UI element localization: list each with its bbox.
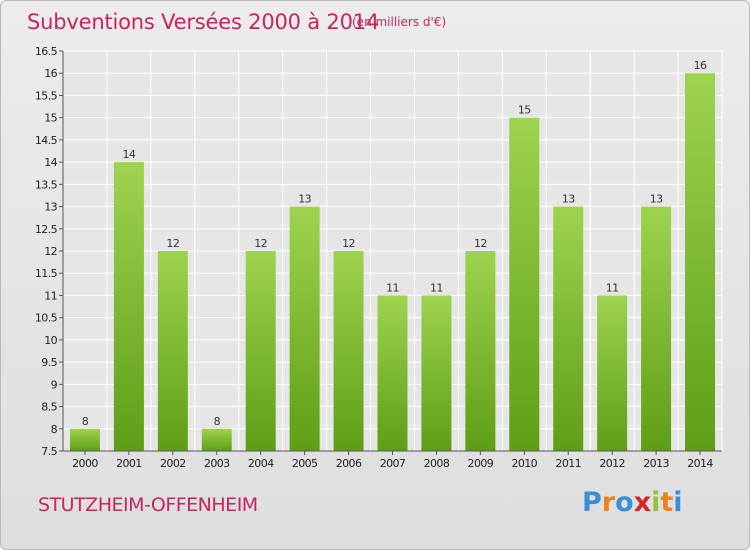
bar-2007 [377,295,408,451]
logo-letter: P [582,487,602,518]
logo-letter: o [615,487,634,518]
bar-2010 [509,117,540,452]
value-label-2008: 11 [430,281,443,294]
bar-2012 [597,295,628,451]
x-tick-label-2000: 2000 [72,457,98,470]
bar-2006 [333,251,364,451]
y-tick-label: 10 [44,334,57,347]
y-tick-label: 10.5 [35,312,58,325]
x-tick-label-2014: 2014 [687,457,713,470]
y-tick-label: 12 [44,245,57,258]
value-label-2002: 12 [166,237,179,250]
y-tick-label: 15.5 [35,89,58,102]
value-label-2000: 8 [82,415,89,428]
bar-2004 [245,251,276,451]
logo-letter: i [673,487,683,518]
x-tick-label-2006: 2006 [336,457,362,470]
x-tick-label-2002: 2002 [160,457,186,470]
bar-2008 [421,295,452,451]
y-tick-label: 16.5 [35,45,58,58]
x-tick-label-2011: 2011 [555,457,581,470]
x-tick-label-2001: 2001 [116,457,142,470]
y-tick-label: 12.5 [35,223,58,236]
proxiti-logo: Proxiti [582,487,683,518]
bar-2003 [201,428,232,451]
bar-2014 [685,73,716,451]
y-tick-label: 9.5 [41,356,57,369]
x-tick-label-2003: 2003 [204,457,230,470]
logo-letter: i [651,487,661,518]
logo-letter: r [601,487,616,518]
value-label-2009: 12 [474,237,487,250]
x-tick-label-2010: 2010 [511,457,537,470]
y-tick-label: 11.5 [35,267,58,280]
value-label-2007: 11 [386,281,399,294]
x-tick-label-2013: 2013 [643,457,669,470]
y-tick-label: 14 [44,156,57,169]
chart-title: Subventions Versées 2000 à 2014 [27,10,380,34]
x-tick-label-2007: 2007 [380,457,406,470]
y-tick-label: 8.5 [41,401,57,414]
value-label-2014: 16 [694,59,707,72]
value-label-2010: 15 [518,104,531,117]
y-tick-label: 13 [44,201,57,214]
x-tick-label-2008: 2008 [424,457,450,470]
value-label-2012: 11 [606,281,619,294]
value-label-2004: 12 [254,237,267,250]
value-label-2011: 13 [562,193,575,206]
logo-letter: x [633,487,652,518]
value-label-2013: 13 [650,193,663,206]
x-tick-label-2009: 2009 [468,457,494,470]
bar-2002 [157,251,188,451]
x-tick-label-2004: 2004 [248,457,274,470]
bar-2009 [465,251,496,451]
y-tick-label: 11 [44,289,57,302]
y-tick-label: 8 [51,423,58,436]
chart-subtitle: (en milliers d'€) [352,15,447,29]
bar-2000 [69,428,100,451]
commune-name: STUTZHEIM-OFFENHEIM [38,494,258,516]
y-tick-label: 15 [44,112,57,125]
value-label-2001: 14 [122,148,135,161]
bar-2011 [553,206,584,451]
y-tick-label: 7.5 [41,445,57,458]
y-tick-label: 13.5 [35,178,58,191]
x-tick-label-2005: 2005 [292,457,318,470]
y-tick-label: 16 [44,67,57,80]
value-label-2006: 12 [342,237,355,250]
y-tick-label: 9 [51,378,58,391]
value-label-2005: 13 [298,193,311,206]
y-tick-label: 14.5 [35,134,58,147]
bar-2005 [289,206,320,451]
logo-letter: t [660,487,674,518]
x-tick-label-2012: 2012 [599,457,625,470]
value-label-2003: 8 [214,415,221,428]
bar-2013 [641,206,672,451]
bar-2001 [113,162,144,451]
